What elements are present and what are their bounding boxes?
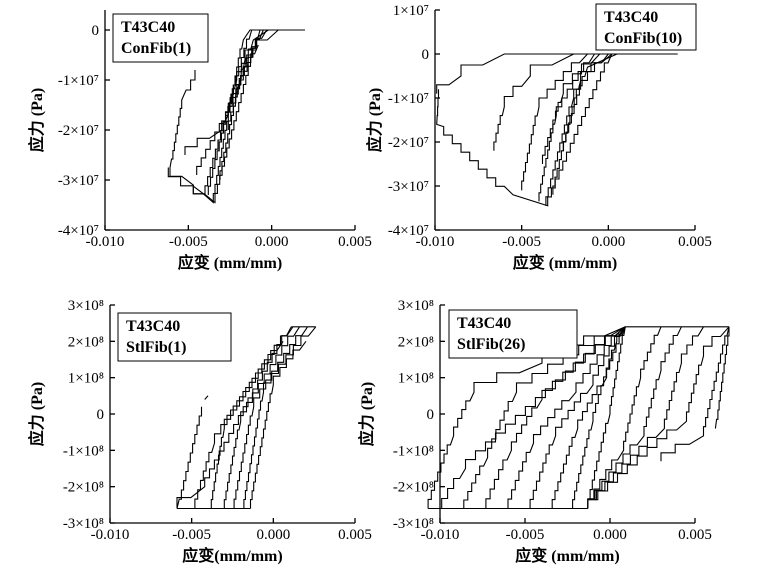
y-tick-label: 0 <box>427 407 435 423</box>
y-tick-label: 2×10⁸ <box>68 334 104 350</box>
chart-stlfib-26: -0.010 -0.005 0.000 0.005 3×10⁸ 2×10⁸ 1×10⁸ 0 -1… <box>357 298 730 565</box>
series-envelope <box>169 29 305 204</box>
y-tick-label: 0 <box>92 23 100 39</box>
x-tick-label: -0.010 <box>86 234 125 250</box>
x-tick-label: -0.005 <box>502 234 541 250</box>
y-tick-label: -3×10⁷ <box>58 173 99 189</box>
series-cycle-1 <box>176 326 292 509</box>
x-tick-label: 0.000 <box>591 234 625 250</box>
series-cycle-10 <box>587 326 682 509</box>
series-cycle-6 <box>243 326 317 509</box>
y-tick-label: 1×10⁸ <box>398 371 434 387</box>
series-cycle-8 <box>587 326 626 509</box>
y-tick-label: -1×10⁸ <box>63 443 104 459</box>
x-axis-label: 应变 (mm/mm) <box>178 253 282 272</box>
series-cycle-4 <box>507 326 626 509</box>
legend-box <box>112 13 209 63</box>
x-tick-label: -0.005 <box>172 527 211 543</box>
legend-line: StlFib(26) <box>457 336 525 353</box>
y-tick-label: -1×10⁸ <box>393 443 434 459</box>
series-cycle-5 <box>529 326 626 509</box>
y-axis-label: 应力 (Pa) <box>365 88 384 152</box>
series-cycle-7 <box>572 326 626 509</box>
y-axis-label: 应力 (Pa) <box>357 382 376 446</box>
y-tick-label: 1×10⁷ <box>393 3 429 19</box>
x-tick-label: 0.000 <box>255 234 289 250</box>
y-tick-label: -3×10⁸ <box>63 516 104 532</box>
y-tick-label: -4×10⁷ <box>58 223 99 239</box>
legend-box <box>117 312 232 362</box>
x-tick-label: 0.000 <box>593 527 627 543</box>
legend-line: T43C40 <box>126 318 180 335</box>
legend-box <box>448 309 578 359</box>
series-tail <box>660 326 730 462</box>
series-cycle-2 <box>194 340 284 509</box>
x-tick-label: 0.005 <box>338 234 372 250</box>
x-axis-label: 应变 (mm/mm) <box>513 253 617 272</box>
series-cycle-3 <box>485 326 626 509</box>
series-unload-3 <box>538 53 595 202</box>
series-cycle-11 <box>587 326 704 509</box>
x-tick-label: -0.010 <box>416 234 455 250</box>
series-cycle-3 <box>210 326 294 509</box>
y-tick-label: 3×10⁸ <box>398 298 434 314</box>
series-unload-7 <box>227 29 269 130</box>
series-start <box>204 395 209 400</box>
series-cycle-12 <box>587 326 730 509</box>
legend-line: T43C40 <box>121 19 175 36</box>
chart-confib-1: -0.010 -0.005 0.000 0.005 0 -1×10⁷ -2×10⁷ -3×10… <box>27 10 372 272</box>
legend-line: T43C40 <box>457 315 511 332</box>
y-tick-label: -2×10⁷ <box>58 123 99 139</box>
series-unload-5 <box>207 29 268 195</box>
legend-line: ConFib(10) <box>604 30 682 47</box>
x-axis-label: 应变 (mm/mm) <box>515 546 619 565</box>
x-tick-label: -0.010 <box>421 527 460 543</box>
legend-box <box>595 3 697 51</box>
series-unload-7 <box>562 53 618 151</box>
y-tick-label: -3×10⁷ <box>388 179 429 195</box>
x-axis-label: 应变(mm/mm) <box>182 546 282 565</box>
series-unload-4 <box>541 53 601 164</box>
series-unload-1 <box>493 53 574 151</box>
series-cycle-6 <box>551 326 626 509</box>
series-cycle-1 <box>441 326 626 509</box>
series-branch-1 <box>436 53 678 94</box>
y-tick-label: -4×10⁷ <box>388 223 429 239</box>
x-tick-label: 0.005 <box>338 527 372 543</box>
series-unload-2 <box>192 29 261 204</box>
chart-stlfib-1: -0.010 -0.005 0.000 0.005 3×10⁸ 2×10⁸ 1×10⁸ 0 -1… <box>27 298 372 565</box>
series-unload-6 <box>552 53 613 195</box>
y-tick-label: -2×10⁸ <box>393 480 434 496</box>
y-tick-label: -3×10⁸ <box>393 516 434 532</box>
x-tick-label: 0.005 <box>678 234 712 250</box>
y-axis-label: 应力 (Pa) <box>27 88 46 152</box>
x-tick-label: -0.010 <box>91 527 130 543</box>
series-unload-5 <box>545 53 609 206</box>
y-tick-label: 0 <box>422 47 430 63</box>
legend-line: T43C40 <box>604 9 658 26</box>
series-cycle-4 <box>223 326 300 509</box>
series-cycle-9 <box>587 326 662 509</box>
y-axis-label: 应力 (Pa) <box>27 382 46 446</box>
y-tick-label: -1×10⁷ <box>58 73 99 89</box>
y-tick-label: -2×10⁷ <box>388 135 429 151</box>
x-tick-label: 0.005 <box>678 527 712 543</box>
y-tick-label: 3×10⁸ <box>68 298 104 314</box>
y-tick-label: 0 <box>97 407 105 423</box>
y-tick-label: -1×10⁷ <box>388 91 429 107</box>
x-tick-label: -0.005 <box>506 527 545 543</box>
x-tick-label: -0.005 <box>169 234 208 250</box>
y-tick-label: -2×10⁸ <box>63 480 104 496</box>
legend-line: ConFib(1) <box>121 40 191 57</box>
y-tick-label: 1×10⁸ <box>68 371 104 387</box>
chart-confib-10: -0.010 -0.005 0.000 0.005 1×10⁷ 0 -1×10⁷ -2×10⁷… <box>365 3 712 272</box>
series-unload-2 <box>521 53 588 191</box>
y-tick-label: 2×10⁸ <box>398 334 434 350</box>
series-cycle-7 <box>249 340 307 509</box>
series-envelope <box>436 53 643 207</box>
legend-line: StlFib(1) <box>126 339 186 356</box>
x-tick-label: 0.000 <box>256 527 290 543</box>
series-cycle-5 <box>233 326 309 509</box>
